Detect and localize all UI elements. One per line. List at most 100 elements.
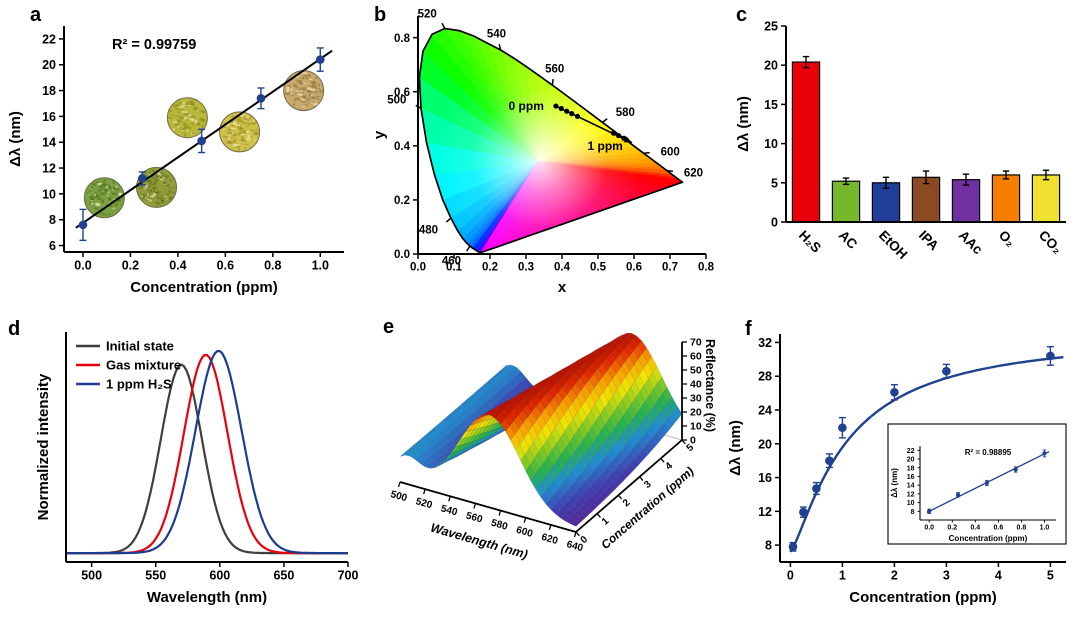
- svg-text:IPA: IPA: [916, 228, 942, 254]
- svg-text:4: 4: [663, 460, 675, 472]
- panel-label-b: b: [374, 4, 387, 26]
- svg-text:1: 1: [839, 569, 846, 583]
- svg-text:Reflectance (%): Reflectance (%): [703, 339, 717, 432]
- panel-label-d: d: [8, 318, 21, 340]
- svg-text:70: 70: [690, 337, 702, 349]
- svg-text:640: 640: [565, 539, 584, 554]
- svg-text:0.2: 0.2: [482, 262, 498, 274]
- svg-text:620: 620: [684, 167, 703, 179]
- svg-text:Concentration (ppm): Concentration (ppm): [849, 589, 997, 606]
- svg-text:0.6: 0.6: [626, 262, 642, 274]
- svg-text:2: 2: [891, 569, 898, 583]
- svg-text:460: 460: [442, 256, 461, 268]
- svg-text:10: 10: [907, 500, 915, 507]
- svg-text:20: 20: [690, 407, 702, 419]
- svg-text:Wavelength (nm): Wavelength (nm): [429, 521, 529, 562]
- svg-text:520: 520: [418, 8, 437, 20]
- panel-c-selectivity-bar-chart: 0 5 10 15 20 25 Δλ (nm) H₂S AC EtOH IPA AAc O₂ CO₂: [735, 20, 1066, 262]
- svg-text:0.2: 0.2: [947, 525, 957, 532]
- svg-text:560: 560: [465, 510, 484, 525]
- svg-text:H₂S: H₂S: [796, 228, 824, 256]
- svg-text:Normalized intensity: Normalized intensity: [35, 373, 52, 520]
- panel-label-f: f: [745, 318, 752, 340]
- svg-text:0.2: 0.2: [394, 195, 410, 207]
- svg-text:12: 12: [42, 162, 56, 176]
- svg-text:40: 40: [690, 379, 702, 391]
- svg-text:Initial state: Initial state: [106, 339, 174, 354]
- svg-text:20: 20: [907, 457, 915, 464]
- svg-text:540: 540: [487, 29, 506, 41]
- svg-text:10: 10: [42, 187, 56, 201]
- svg-text:5: 5: [771, 176, 778, 190]
- svg-text:700: 700: [338, 569, 359, 583]
- svg-text:10: 10: [764, 137, 778, 151]
- svg-text:550: 550: [145, 569, 166, 583]
- svg-text:3: 3: [642, 479, 654, 491]
- svg-text:8: 8: [911, 509, 915, 516]
- panel-d-spectra-line-chart: 500 550 600 650 700 Wavelength (nm) Normalized…: [35, 332, 359, 606]
- svg-text:20: 20: [42, 58, 56, 72]
- svg-text:12: 12: [758, 505, 772, 519]
- svg-text:0: 0: [579, 534, 591, 546]
- svg-text:0.3: 0.3: [518, 262, 534, 274]
- svg-text:3: 3: [943, 569, 950, 583]
- svg-text:0: 0: [787, 569, 794, 583]
- svg-text:8: 8: [765, 539, 772, 553]
- svg-text:14: 14: [42, 136, 56, 150]
- svg-text:0.8: 0.8: [394, 33, 411, 45]
- panel-label-a: a: [30, 4, 42, 26]
- svg-text:24: 24: [758, 404, 772, 418]
- svg-text:560: 560: [545, 63, 564, 75]
- svg-text:0.8: 0.8: [698, 262, 715, 274]
- svg-text:0.7: 0.7: [662, 262, 678, 274]
- svg-text:600: 600: [515, 525, 534, 540]
- panel-a-calibration-scatter-chart: 0.0 0.2 0.4 0.6 0.8 1.0 6 8 10 12 14 16 18 20 22 Concen…: [7, 26, 344, 296]
- svg-text:540: 540: [439, 503, 458, 518]
- svg-text:500: 500: [81, 569, 102, 583]
- svg-text:1 ppm H₂S: 1 ppm H₂S: [106, 377, 172, 392]
- svg-text:0.0: 0.0: [394, 249, 410, 261]
- svg-text:R² = 0.99759: R² = 0.99759: [112, 37, 196, 53]
- svg-text:500: 500: [387, 95, 406, 107]
- svg-text:16: 16: [42, 110, 56, 124]
- panel-label-e: e: [383, 316, 395, 338]
- svg-text:0.8: 0.8: [1017, 525, 1027, 532]
- svg-text:x: x: [558, 279, 567, 296]
- svg-text:600: 600: [661, 147, 680, 159]
- svg-text:0.4: 0.4: [169, 259, 186, 273]
- svg-text:0.4: 0.4: [970, 525, 980, 532]
- svg-text:0.6: 0.6: [994, 525, 1004, 532]
- svg-text:4: 4: [995, 569, 1002, 583]
- svg-text:Δλ (nm): Δλ (nm): [727, 420, 744, 476]
- svg-text:0.6: 0.6: [217, 259, 234, 273]
- svg-text:18: 18: [907, 465, 915, 472]
- svg-text:650: 650: [273, 569, 294, 583]
- svg-text:60: 60: [690, 351, 702, 363]
- svg-text:0.0: 0.0: [924, 525, 934, 532]
- svg-text:O₂: O₂: [996, 228, 1018, 250]
- svg-text:15: 15: [764, 98, 778, 112]
- svg-text:22: 22: [907, 448, 915, 455]
- svg-text:10: 10: [690, 421, 702, 433]
- svg-text:5: 5: [685, 442, 697, 454]
- svg-text:Δλ (nm): Δλ (nm): [890, 468, 899, 498]
- svg-text:y: y: [371, 130, 388, 139]
- svg-text:CO₂: CO₂: [1036, 228, 1065, 257]
- svg-text:22: 22: [42, 32, 56, 46]
- svg-text:50: 50: [690, 365, 702, 377]
- svg-text:580: 580: [616, 107, 635, 119]
- svg-text:8: 8: [49, 213, 56, 227]
- svg-text:2: 2: [621, 497, 633, 509]
- svg-text:0.4: 0.4: [394, 141, 411, 153]
- svg-text:580: 580: [490, 518, 509, 533]
- svg-text:0.6: 0.6: [394, 87, 410, 99]
- svg-text:18: 18: [42, 84, 56, 98]
- svg-text:32: 32: [758, 336, 772, 350]
- svg-text:600: 600: [209, 569, 230, 583]
- svg-text:0.0: 0.0: [410, 262, 426, 274]
- svg-text:R² = 0.98895: R² = 0.98895: [965, 448, 1012, 457]
- svg-text:1: 1: [600, 515, 612, 527]
- svg-text:520: 520: [414, 496, 433, 511]
- svg-text:Concentration (ppm): Concentration (ppm): [130, 279, 278, 296]
